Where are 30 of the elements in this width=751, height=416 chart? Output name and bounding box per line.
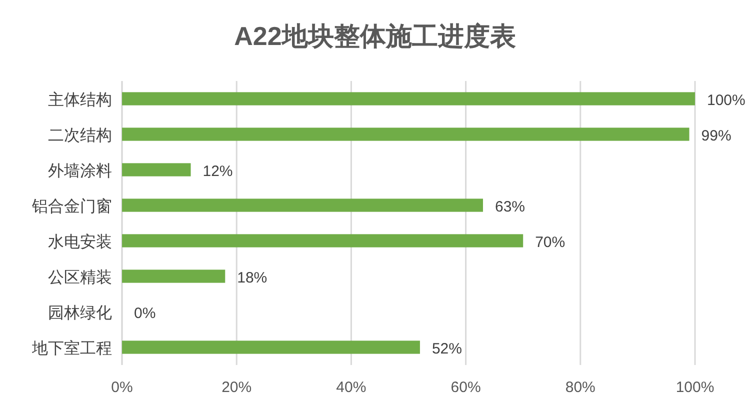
x-tick-label: 20% — [222, 379, 252, 396]
bar — [122, 270, 226, 283]
data-label: 99% — [701, 127, 732, 144]
data-label: 12% — [202, 162, 233, 180]
x-tick-label: 60% — [450, 379, 481, 396]
y-tick-label: 水电安装 — [48, 232, 112, 251]
bar — [122, 163, 191, 176]
x-tick-label: 80% — [565, 379, 596, 396]
data-label: 0% — [134, 304, 156, 322]
bar — [122, 128, 690, 141]
x-tick-label: 40% — [336, 379, 366, 396]
y-tick-label: 主体结构 — [48, 90, 112, 109]
bar — [122, 340, 420, 354]
data-label: 52% — [432, 340, 462, 358]
bar — [122, 198, 483, 212]
y-tick-label: 铝合金门窗 — [31, 197, 112, 216]
x-tick-label: 100% — [676, 379, 714, 396]
data-label: 18% — [237, 269, 268, 286]
y-tick-label: 外墙涂料 — [48, 162, 112, 180]
y-tick-label: 园林绿化 — [48, 304, 112, 322]
y-tick-label: 地下室工程 — [31, 339, 112, 358]
y-tick-label: 二次结构 — [48, 126, 112, 144]
data-label: 100% — [707, 92, 746, 109]
data-label: 63% — [494, 198, 526, 216]
bar — [122, 234, 524, 248]
chart-title: A22地块整体施工进度表 — [234, 21, 516, 51]
x-tick-label: 0% — [111, 379, 133, 396]
y-tick-label: 公区精装 — [48, 268, 112, 286]
data-label: 70% — [535, 234, 566, 251]
bar — [122, 92, 695, 106]
